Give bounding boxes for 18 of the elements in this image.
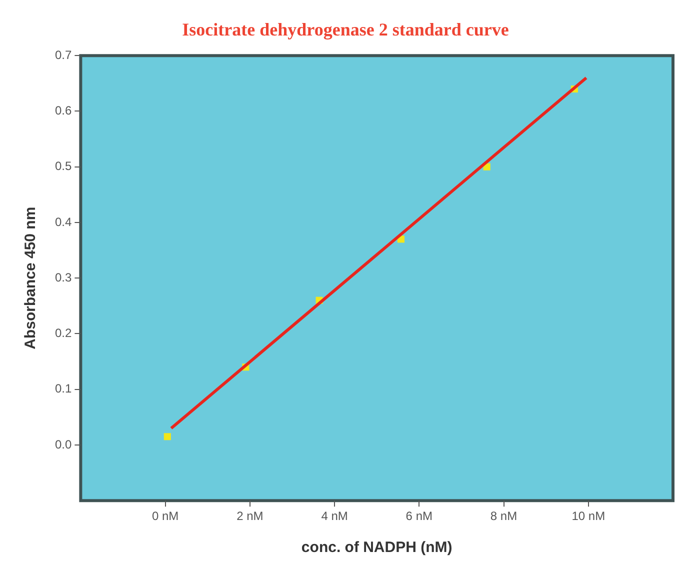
y-tick-label: 0.7 [54, 48, 72, 62]
y-tick-label: 0.4 [54, 214, 72, 229]
y-axis-title: Absorbance 450 nm [22, 206, 40, 350]
y-tick-label: 0.6 [54, 104, 72, 118]
x-tick-label: 10 nM [572, 509, 606, 524]
y-tick-label: 0.5 [54, 159, 72, 174]
x-tick-label: 6 nM [406, 509, 432, 524]
y-tick-label: 0.3 [54, 270, 72, 284]
y-tick-label: 0.0 [54, 437, 72, 452]
x-tick-label: 8 nM [490, 509, 518, 524]
y-tick-label: 0.1 [54, 382, 72, 396]
x-axis-title: conc. of NADPH (nM) [301, 539, 452, 556]
x-tick-label: 0 nM [152, 509, 179, 524]
point [164, 433, 171, 440]
x-tick-label: 4 nM [321, 509, 348, 524]
chart-title: Isocitrate dehydrogenase 2 standard curve [182, 19, 509, 40]
x-tick-label: 2 nM [236, 509, 264, 524]
y-tick-label: 0.2 [54, 326, 72, 340]
